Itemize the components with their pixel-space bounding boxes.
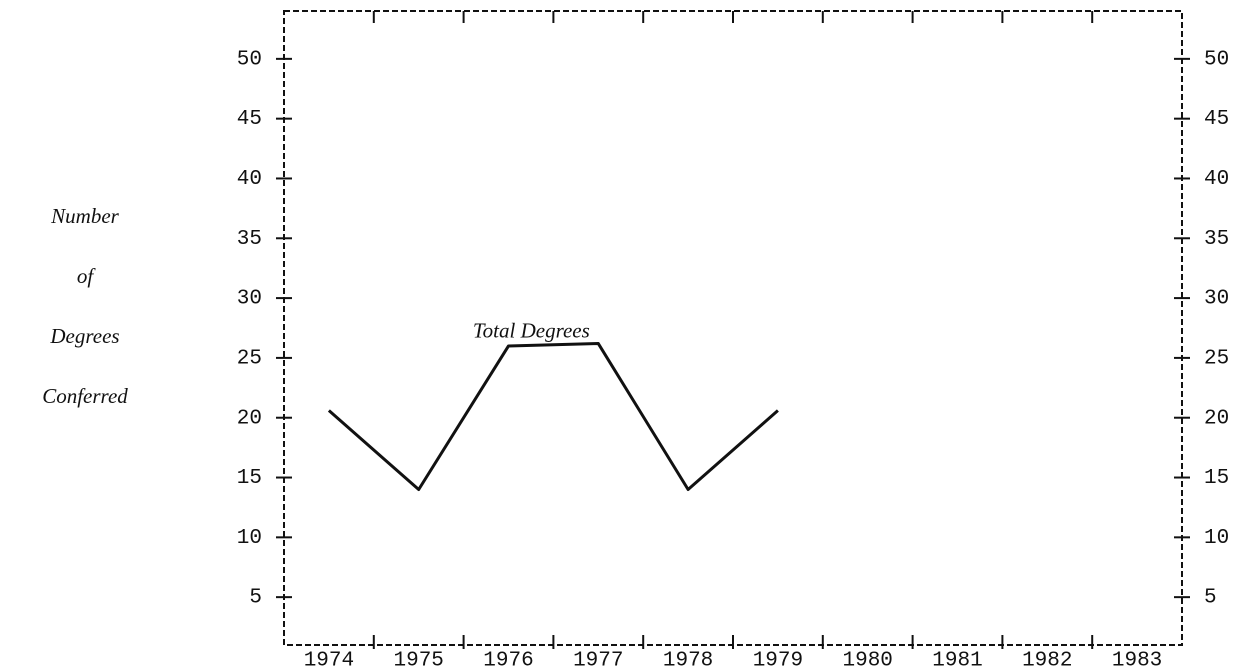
y-tick-label: 45 (237, 108, 262, 131)
line (327, 342, 779, 491)
y2-tick-label: 45 (1204, 108, 1229, 131)
y2-tick-label: 20 (1204, 407, 1229, 430)
y2-tick-label: 50 (1204, 48, 1229, 71)
y-axis-label: of (77, 264, 97, 288)
y2-tick-label: 10 (1204, 527, 1229, 550)
y-tick-label: 20 (237, 407, 262, 430)
y2-tick-label: 5 (1204, 587, 1217, 610)
y-tick-label: 40 (237, 168, 262, 191)
x-tick-label: 1981 (932, 650, 982, 669)
x-tick-label: 1975 (393, 650, 443, 669)
plot-frame (283, 10, 1183, 646)
x-tick-label: 1980 (842, 650, 892, 669)
y-tick-label: 10 (237, 527, 262, 550)
series-label: Total Degrees (473, 318, 590, 342)
y2-tick-label: 35 (1204, 228, 1229, 251)
y-tick-label: 30 (237, 288, 262, 311)
y-tick-label: 50 (237, 48, 262, 71)
y-tick-label: 35 (237, 228, 262, 251)
y-axis-label: Degrees (49, 324, 119, 348)
x-tick-label: 1974 (304, 650, 354, 669)
y2-tick-label: 30 (1204, 288, 1229, 311)
x-tick-label: 1982 (1022, 650, 1072, 669)
y-tick-label: 25 (237, 347, 262, 370)
x-tick-label: 1977 (573, 650, 623, 669)
x-tick-label: 1983 (1112, 650, 1162, 669)
y2-tick-label: 15 (1204, 467, 1229, 490)
x-tick-label: 1979 (753, 650, 803, 669)
x-tick-label: 1978 (663, 650, 713, 669)
y-tick-label: 15 (237, 467, 262, 490)
y2-tick-label: 25 (1204, 347, 1229, 370)
y-axis-label: Conferred (42, 384, 128, 408)
y-tick-label: 5 (249, 587, 262, 610)
y2-tick-label: 40 (1204, 168, 1229, 191)
x-tick-label: 1976 (483, 650, 533, 669)
y-axis-label: Number (50, 204, 119, 228)
